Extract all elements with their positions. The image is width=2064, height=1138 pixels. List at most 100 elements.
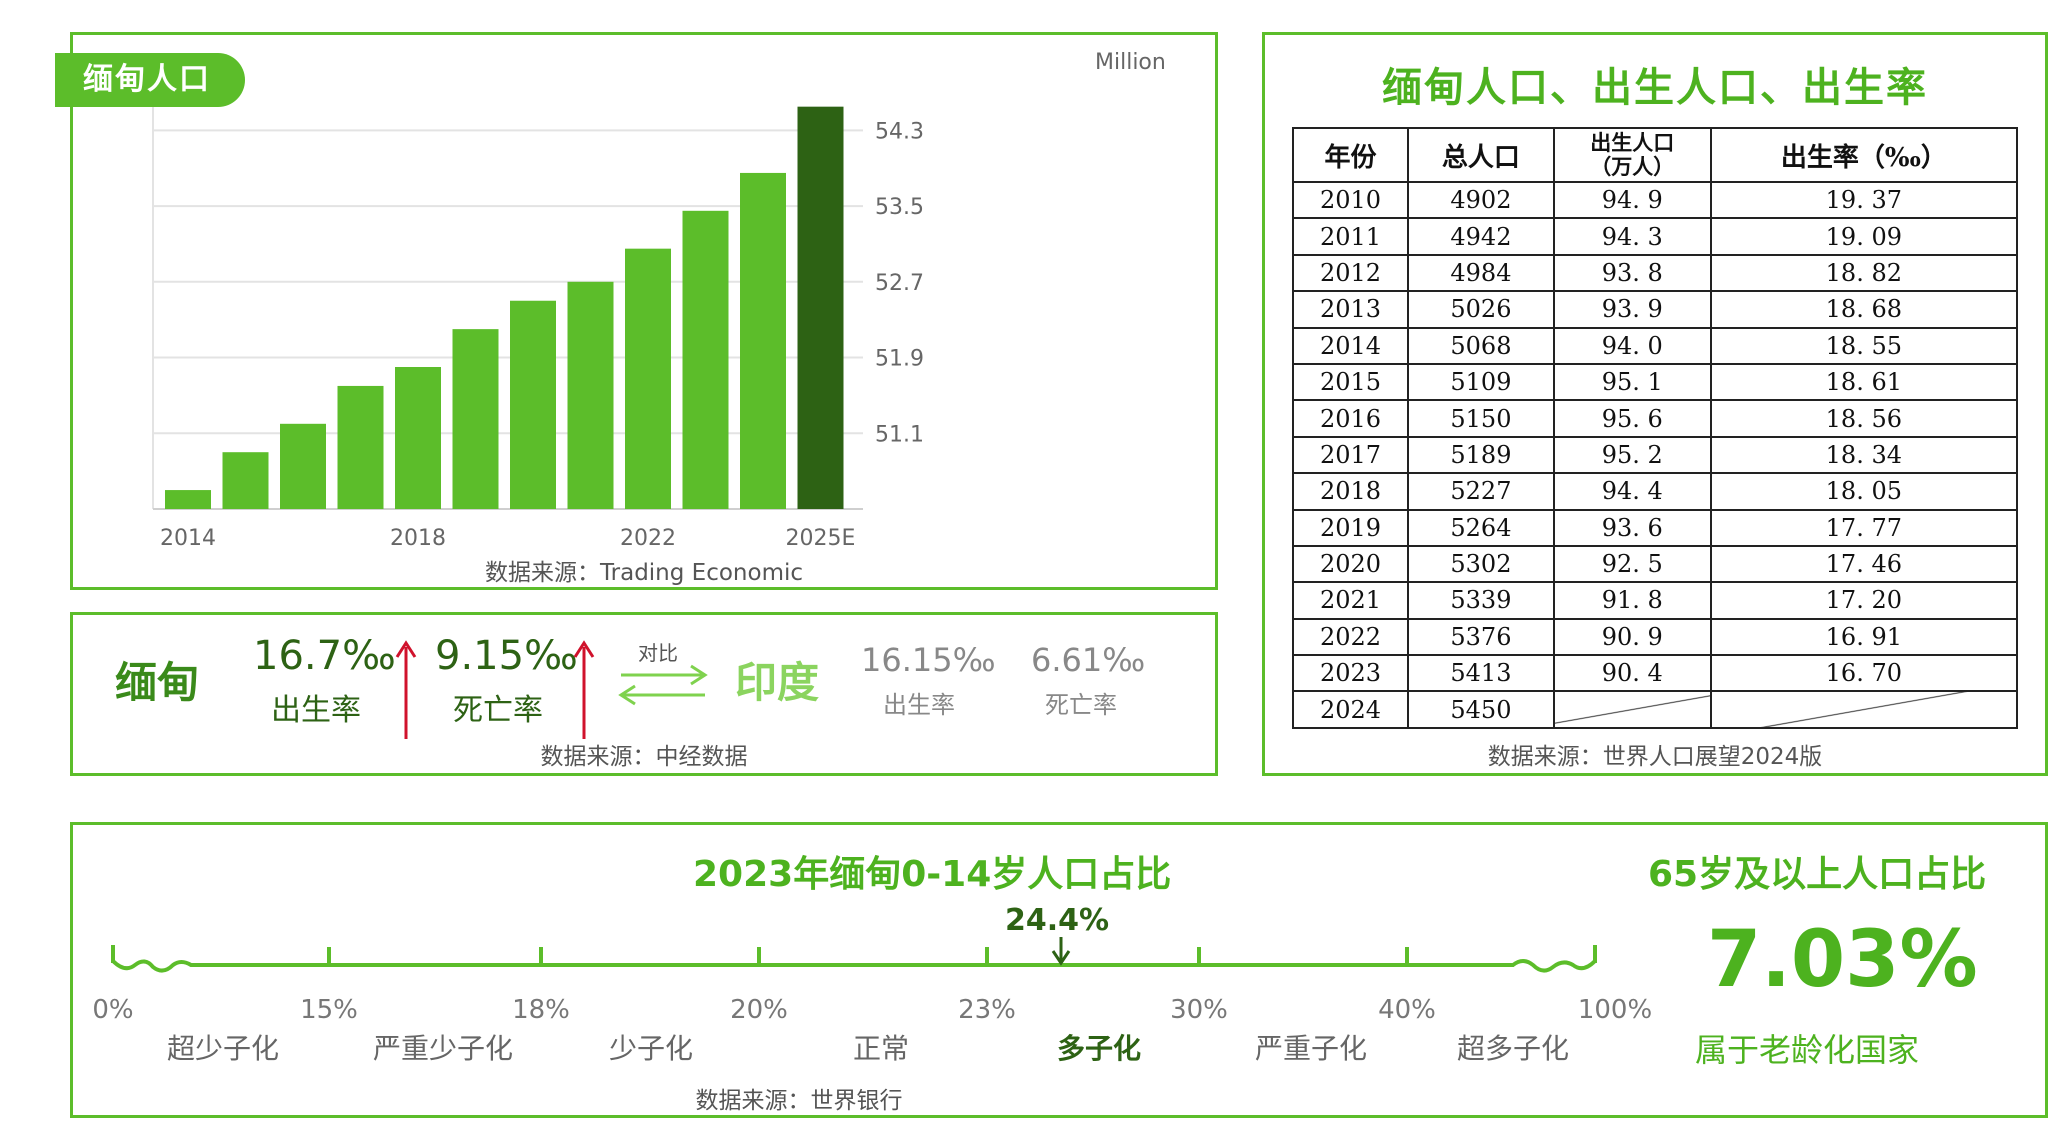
table-cell [1552, 690, 1712, 729]
age-category-label: 少子化 [608, 1032, 694, 1065]
table-source: 数据来源：世界人口展望2024版 [1487, 744, 1823, 770]
table-cell: 5413 [1407, 654, 1555, 693]
header-total-population: 总人口 [1407, 127, 1555, 183]
table-cell: 19. 09 [1709, 217, 2019, 256]
age-category-label: 多子化 [1056, 1032, 1142, 1065]
table-cell: 2017 [1292, 435, 1409, 475]
scale-tick-label: 0% [92, 995, 134, 1025]
scale-tick-label: 20% [730, 995, 788, 1025]
table-cell: 2023 [1292, 654, 1409, 693]
table-cell: 18. 56 [1709, 399, 2019, 438]
x-tick-label: 2018 [390, 526, 446, 551]
table-cell: 5227 [1407, 472, 1555, 511]
bar-2025E [797, 106, 844, 510]
table-cell: 2018 [1292, 472, 1409, 511]
table-cell: 5109 [1407, 362, 1555, 402]
elderly-title: 65岁及以上人口占比 [1648, 854, 1987, 895]
up-arrow-icon [395, 640, 417, 739]
table-cell: 17. 77 [1709, 508, 2019, 547]
bar-2018 [395, 367, 441, 509]
unit-label: Million [1095, 50, 1166, 75]
india-death-rate: 6.61‰ [1031, 641, 1146, 679]
table-cell: 91. 8 [1552, 581, 1712, 620]
y-tick-label: 51.1 [875, 422, 924, 447]
scale-tick-label: 18% [512, 995, 570, 1025]
table-row: 2015 5109 95. 1 18. 61 [1292, 362, 2019, 402]
up-arrow-icon [573, 640, 595, 739]
table-cell: 5150 [1407, 399, 1555, 438]
table-cell: 4984 [1407, 253, 1555, 293]
table-cell: 93. 9 [1552, 290, 1712, 329]
age-category-label: 超少子化 [166, 1032, 280, 1065]
age-marker-value: 24.4% [1005, 903, 1110, 938]
table-cell: 94. 3 [1552, 217, 1712, 256]
exchange-arrows-icon [618, 664, 708, 706]
age-structure-panel: 2023年缅甸0-14岁人口占比 24.4% 0% 15% 18% 20% 23% 30%… [70, 822, 2048, 1118]
india-death-label: 死亡率 [1045, 691, 1117, 719]
elderly-value: 7.03% [1707, 915, 1978, 1005]
table-cell: 16. 91 [1709, 617, 2019, 657]
table-cell: 2015 [1292, 362, 1409, 402]
population-chart-panel: 51.1 51.9 52.7 53.5 54.3 Million 2014 2018 2022 2… [55, 32, 1218, 590]
myanmar-birth-rate: 16.7‰ [253, 633, 396, 679]
table-cell: 94. 4 [1552, 472, 1712, 511]
table-cell: 93. 8 [1552, 253, 1712, 293]
age-category-label: 正常 [852, 1032, 910, 1065]
table-cell: 18. 34 [1709, 435, 2019, 475]
india-label: 印度 [735, 658, 820, 707]
table-cell: 18. 68 [1709, 290, 2019, 329]
y-tick-label: 54.3 [875, 119, 924, 144]
table-cell: 17. 46 [1709, 544, 2019, 584]
table-cell: 5339 [1407, 581, 1555, 620]
bar-2023 [682, 210, 729, 510]
table-cell: 90. 9 [1552, 617, 1712, 657]
y-tick-label: 53.5 [875, 195, 924, 220]
table-cell [1709, 690, 2019, 729]
table-cell: 4902 [1407, 180, 1555, 220]
bar-2020 [510, 300, 556, 509]
scale-tick-label: 100% [1577, 995, 1653, 1025]
table-cell: 2019 [1292, 508, 1409, 547]
table-row: 2023 5413 90. 4 16. 70 [1292, 654, 2019, 693]
table-cell: 2014 [1292, 326, 1409, 365]
table-cell: 2024 [1292, 690, 1409, 729]
compare-panel: 缅甸 16.7‰ 出生率 9.15‰ 死亡率 对比 印度 16.15‰ 出生率 … [70, 612, 1218, 776]
table-row: 2021 5339 91. 8 17. 20 [1292, 581, 2019, 620]
elderly-note: 属于老龄化国家 [1695, 1031, 1920, 1069]
age-source: 数据来源：世界银行 [695, 1088, 903, 1114]
myanmar-birth-label: 出生率 [271, 693, 361, 728]
table-cell: 18. 82 [1709, 253, 2019, 293]
table-cell: 5264 [1407, 508, 1555, 547]
table-cell: 94. 9 [1552, 180, 1712, 220]
header-birth-rate: 出生率（‰） [1709, 127, 2019, 183]
age-scale [111, 937, 1597, 973]
population-table: 年份 总人口 出生人口 （万人） 出生率（‰） 2010 4902 94. 9 19.… [1292, 127, 2019, 729]
table-row: 2013 5026 93. 9 18. 68 [1292, 290, 2019, 329]
bar-2016 [280, 423, 326, 509]
india-birth-label: 出生率 [883, 691, 955, 719]
population-table-panel: 缅甸人口、出生人口、出生率 年份 总人口 出生人口 （万人） 出生率（‰） 20… [1262, 32, 2048, 776]
vs-label: 对比 [638, 641, 678, 665]
table-cell: 2021 [1292, 581, 1409, 620]
bar-2014 [165, 490, 211, 509]
scale-line [111, 959, 1597, 973]
table-cell: 5068 [1407, 326, 1555, 365]
table-cell: 19. 37 [1709, 180, 2019, 220]
header-year: 年份 [1292, 127, 1409, 183]
y-tick-label: 52.7 [875, 271, 924, 296]
table-cell: 5376 [1407, 617, 1555, 657]
bar-2022 [625, 248, 671, 509]
population-bar-chart: 51.1 51.9 52.7 53.5 54.3 Million 2014 2018 2022 2… [152, 50, 1166, 551]
age-category-label: 超多子化 [1456, 1032, 1570, 1065]
age-title: 2023年缅甸0-14岁人口占比 [693, 854, 1172, 895]
table-cell: 2020 [1292, 544, 1409, 584]
x-tick-label: 2022 [620, 526, 676, 551]
y-tick-label: 51.9 [875, 347, 924, 372]
scale-tick-label: 23% [958, 995, 1016, 1025]
table-row: 2018 5227 94. 4 18. 05 [1292, 472, 2019, 511]
scale-tick-label: 40% [1378, 995, 1436, 1025]
chart-tag: 缅甸人口 [55, 53, 245, 107]
x-tick-label: 2025E [786, 526, 856, 551]
table-row: 2022 5376 90. 9 16. 91 [1292, 617, 2019, 657]
bar-2024 [740, 172, 786, 509]
